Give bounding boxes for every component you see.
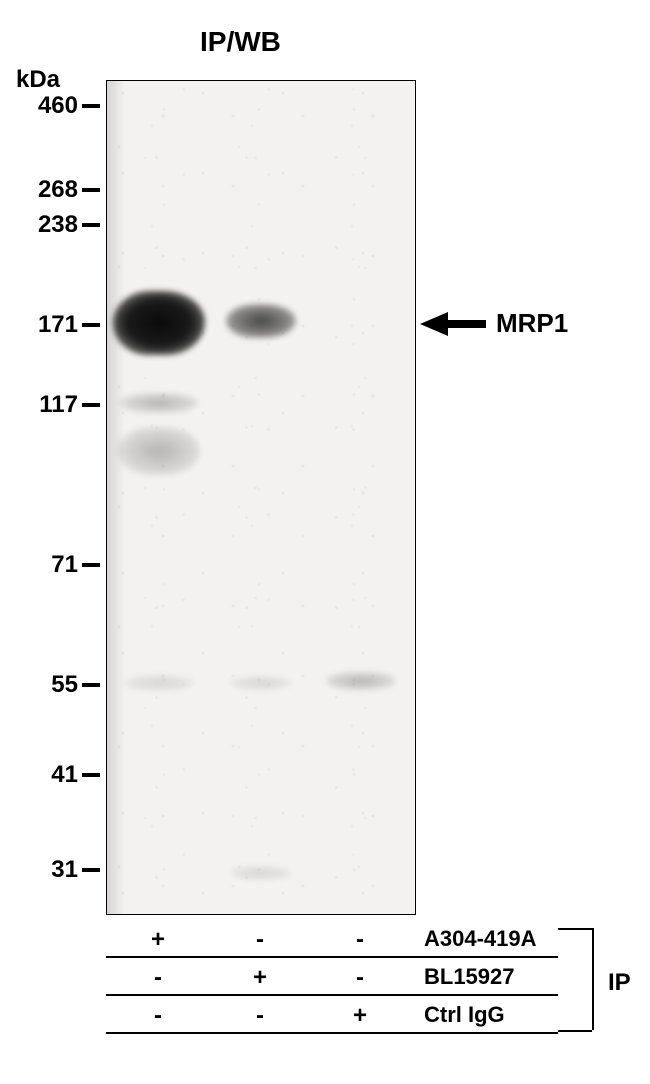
ip-cell: - (344, 926, 376, 954)
ip-cell: - (142, 964, 174, 992)
ip-cell: + (244, 964, 276, 992)
mw-tick-dash (82, 563, 100, 567)
blot-band (118, 427, 200, 475)
ip-row-line (106, 994, 558, 996)
bands-layer (107, 81, 415, 914)
mw-tick-label: 238 (16, 211, 78, 239)
ip-row-line (106, 956, 558, 958)
mw-tick-label: 268 (16, 176, 78, 204)
blot-band (226, 304, 296, 338)
axis-unit-label: kDa (16, 66, 60, 94)
mw-tick-dash (82, 683, 100, 687)
mw-tick-label: 31 (16, 856, 78, 884)
mw-tick-dash (82, 223, 100, 227)
mw-tick-label: 41 (16, 761, 78, 789)
ip-cell: + (142, 926, 174, 954)
ip-group-label: IP (608, 969, 631, 997)
ip-antibody-table: + - - A304-419A - + - BL15927 - - + Ctrl IgG IP (0, 920, 650, 1070)
mw-tick-dash (82, 188, 100, 192)
blot-band (120, 393, 198, 413)
mw-tick-dash (82, 868, 100, 872)
target-label: MRP1 (496, 308, 568, 339)
mw-tick-label: 171 (16, 311, 78, 339)
mw-tick-label: 71 (16, 551, 78, 579)
mw-tick-label: 117 (16, 391, 78, 419)
target-arrow (420, 310, 490, 338)
ip-cell: + (344, 1002, 376, 1030)
ip-bracket-line (592, 928, 594, 1030)
blot-image (106, 80, 416, 915)
ip-row-label: Ctrl IgG (424, 1002, 505, 1028)
blot-band (326, 672, 396, 690)
ip-cell: - (142, 1002, 174, 1030)
ip-bracket-tick (558, 928, 592, 930)
ip-row-label: BL15927 (424, 964, 515, 990)
blot-band (230, 676, 292, 690)
blot-band (113, 291, 205, 355)
ip-cell: - (344, 964, 376, 992)
blot-band (124, 675, 194, 691)
ip-bracket-tick (558, 1030, 592, 1032)
mw-tick-label: 55 (16, 671, 78, 699)
blot-band (230, 866, 292, 880)
mw-tick-dash (82, 403, 100, 407)
mw-tick-dash (82, 323, 100, 327)
arrow-head-icon (420, 312, 448, 336)
mw-tick-label: 460 (16, 92, 78, 120)
mw-tick-dash (82, 773, 100, 777)
ip-row-label: A304-419A (424, 926, 537, 952)
mw-tick-dash (82, 104, 100, 108)
arrow-line (446, 320, 486, 328)
ip-cell: - (244, 926, 276, 954)
ip-cell: - (244, 1002, 276, 1030)
ip-row-line (106, 1032, 558, 1034)
figure-title: IP/WB (200, 26, 281, 58)
